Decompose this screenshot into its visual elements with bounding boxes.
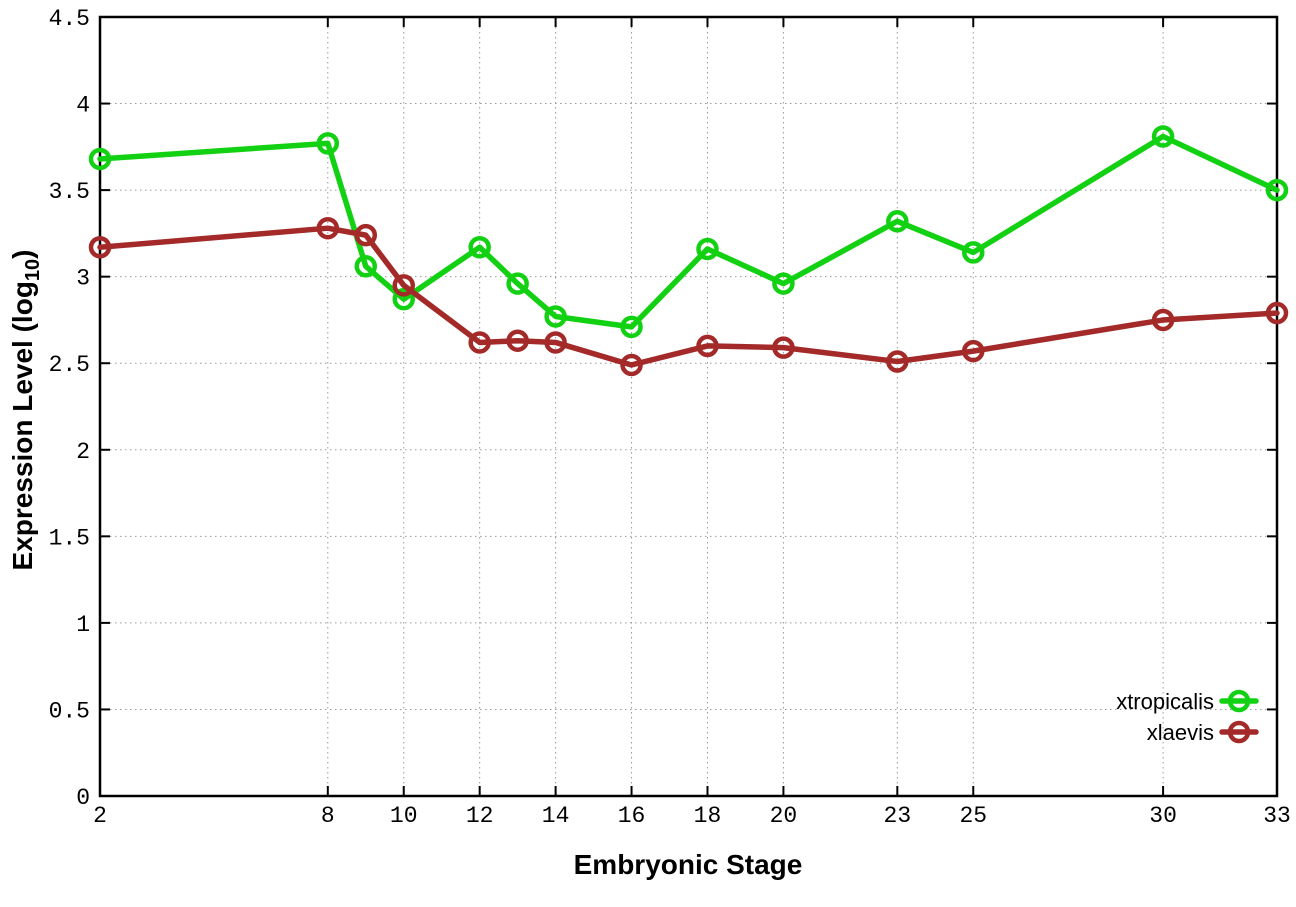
y-axis-title-text: ) xyxy=(7,250,38,259)
data-point-xtropicalis xyxy=(772,272,795,295)
data-point-xlaevis xyxy=(392,274,415,297)
data-point-xlaevis xyxy=(962,339,985,363)
y-tick-label: 1 xyxy=(76,612,90,638)
y-tick-label: 0 xyxy=(76,785,90,811)
data-point-xtropicalis xyxy=(354,255,378,278)
series-xlaevis xyxy=(88,216,1289,377)
grid-layer xyxy=(100,17,1277,796)
x-tick-label: 14 xyxy=(542,803,570,829)
x-tick-label: 30 xyxy=(1149,803,1177,829)
data-point-xlaevis xyxy=(506,329,529,352)
data-point-xlaevis xyxy=(544,331,567,354)
y-tick-label: 2.5 xyxy=(49,352,90,378)
legend-entry-xlaevis: xlaevis xyxy=(1147,720,1259,745)
series-layer xyxy=(88,125,1289,377)
legend-marker-xlaevis xyxy=(1227,720,1251,744)
legend-label-xtropicalis: xtropicalis xyxy=(1116,689,1214,714)
data-point-xlaevis xyxy=(88,235,112,259)
x-tick-label: 20 xyxy=(770,803,798,829)
data-point-xlaevis xyxy=(1151,308,1175,332)
y-axis-title-subscript: 10 xyxy=(22,259,44,281)
y-tick-label: 0.5 xyxy=(49,698,90,724)
series-xtropicalis xyxy=(88,125,1289,339)
data-point-xtropicalis xyxy=(506,272,529,295)
legend-marker-xtropicalis xyxy=(1227,689,1251,713)
data-point-xlaevis xyxy=(316,216,340,240)
data-point-xtropicalis xyxy=(316,132,340,155)
x-tick-label: 10 xyxy=(390,803,418,829)
axis-layer: 2 8 10 12 14 16 18 20 23 25 30 33 0 0.5 1 1.5 2 2.5 3 3.5 4 4… xyxy=(49,6,1291,829)
x-tick-label: 12 xyxy=(466,803,494,829)
x-tick-label: 33 xyxy=(1263,803,1291,829)
legend-entry-xtropicalis: xtropicalis xyxy=(1116,689,1259,714)
y-tick-label: 3 xyxy=(76,266,90,292)
y-tick-label: 3.5 xyxy=(49,179,90,205)
data-point-xtropicalis xyxy=(962,241,985,264)
x-tick-label: 25 xyxy=(959,803,987,829)
y-tick-label: 4.5 xyxy=(49,6,90,32)
data-point-xtropicalis xyxy=(1151,125,1175,148)
data-point-xlaevis xyxy=(354,223,378,247)
y-axis-title-text: Expression Level (log xyxy=(7,281,38,570)
data-point-xlaevis xyxy=(620,353,643,377)
data-point-xlaevis xyxy=(468,331,491,354)
data-point-xtropicalis xyxy=(468,235,491,259)
data-point-xtropicalis xyxy=(886,210,909,233)
y-tick-label: 2 xyxy=(76,439,90,465)
data-point-xtropicalis xyxy=(392,287,415,311)
data-point-xlaevis xyxy=(772,336,795,359)
data-point-xtropicalis xyxy=(696,237,719,261)
legend: xtropicalis xlaevis xyxy=(1116,689,1259,745)
data-point-xtropicalis xyxy=(1265,178,1289,202)
y-tick-label: 4 xyxy=(76,93,90,119)
y-axis-title: Expression Level (log10) xyxy=(7,250,44,571)
series-line-xlaevis xyxy=(97,225,1280,368)
legend-label-xlaevis: xlaevis xyxy=(1147,720,1214,745)
x-axis-title: Embryonic Stage xyxy=(574,849,803,880)
x-tick-label: 23 xyxy=(884,803,912,829)
y-tick-label: 1.5 xyxy=(49,525,90,551)
data-point-xtropicalis xyxy=(544,305,567,328)
data-point-xlaevis xyxy=(1265,301,1289,325)
x-tick-label: 18 xyxy=(694,803,722,829)
data-point-xlaevis xyxy=(696,334,719,358)
x-tick-label: 8 xyxy=(321,803,335,829)
data-point-xlaevis xyxy=(886,350,909,373)
x-tick-label: 2 xyxy=(93,803,107,829)
x-tick-label: 16 xyxy=(618,803,646,829)
data-point-xtropicalis xyxy=(88,147,112,171)
plot-border xyxy=(98,15,1279,798)
data-point-xtropicalis xyxy=(620,315,643,339)
